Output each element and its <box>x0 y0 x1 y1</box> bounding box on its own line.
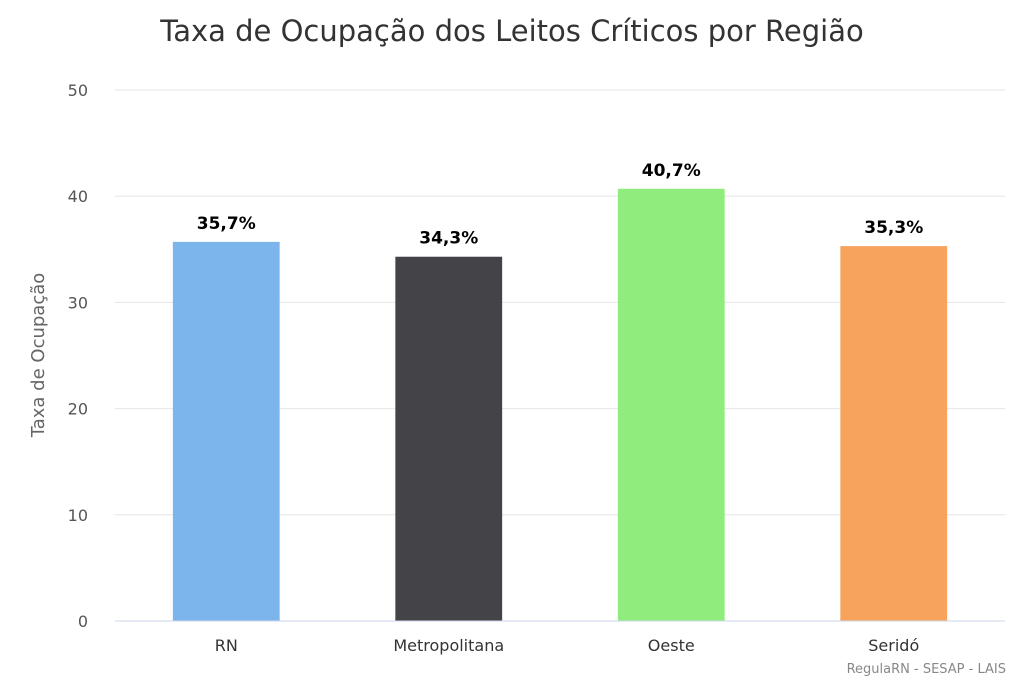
y-tick-label: 0 <box>78 612 88 631</box>
y-tick-label: 10 <box>68 506 88 525</box>
y-tick-label: 50 <box>68 81 88 100</box>
bar[interactable] <box>617 188 725 622</box>
data-label: 34,3% <box>419 229 478 249</box>
x-category-label: Oeste <box>648 636 695 655</box>
bar[interactable] <box>395 256 503 621</box>
y-axis-label: Taxa de Ocupação <box>28 273 49 439</box>
bars <box>172 188 948 622</box>
data-labels: 35,7% 34,3% 40,7% 35,3% <box>197 161 923 249</box>
chart-title: Taxa de Ocupação dos Leitos Críticos por… <box>159 14 863 48</box>
y-tick-label: 20 <box>68 400 88 419</box>
data-label: 35,3% <box>864 218 923 238</box>
y-tick-label: 30 <box>68 293 88 312</box>
bar[interactable] <box>172 241 280 621</box>
x-category-label: RN <box>215 636 238 655</box>
bar[interactable] <box>840 246 948 621</box>
x-category-label: Metropolitana <box>393 636 504 655</box>
y-axis-ticks: 0 10 20 30 40 50 <box>68 81 88 631</box>
chart-credit[interactable]: RegulaRN - SESAP - LAIS <box>847 662 1006 677</box>
x-axis-categories: RN Metropolitana Oeste Seridó <box>215 636 920 655</box>
x-category-label: Seridó <box>868 636 919 655</box>
y-tick-label: 40 <box>68 187 88 206</box>
data-label: 40,7% <box>642 161 701 181</box>
data-label: 35,7% <box>197 214 256 234</box>
